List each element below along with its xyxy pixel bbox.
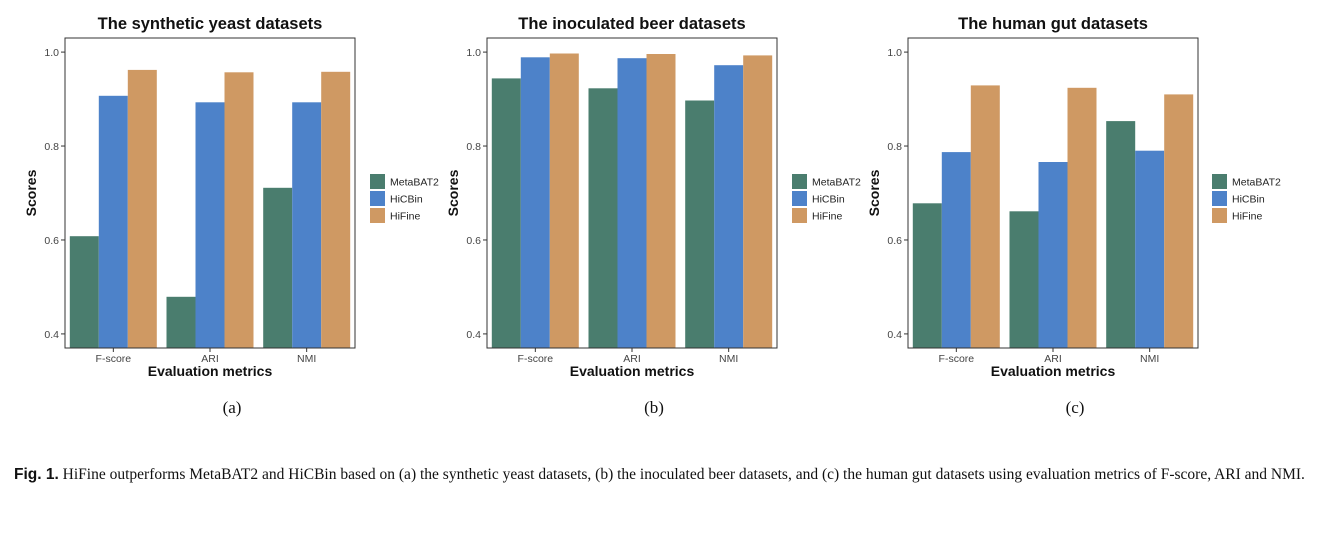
legend: MetaBAT2 HiCBin HiFine	[792, 174, 861, 223]
legend-swatch-hicbin	[792, 191, 807, 206]
bar-hicbin-nmi	[292, 102, 322, 348]
caption-label: Fig. 1.	[14, 466, 59, 483]
y-axis-label: Scores	[445, 169, 461, 216]
legend-swatch-hifine	[792, 208, 807, 223]
bar-metabat2-ari	[166, 296, 196, 348]
bar-hicbin-f-score	[98, 95, 128, 348]
legend-label-hicbin: HiCBin	[812, 194, 845, 206]
caption-text: HiFine outperforms MetaBAT2 and HiCBin b…	[58, 466, 1305, 483]
legend: MetaBAT2 HiCBin HiFine	[370, 174, 439, 223]
chart-title: The human gut datasets	[958, 15, 1148, 33]
legend-swatch-hifine	[370, 208, 385, 223]
bar-hifine-f-score	[127, 69, 157, 349]
legend-label-metabat2: MetaBAT2	[1232, 177, 1281, 189]
legend-swatch-hicbin	[1212, 191, 1227, 206]
bar-hifine-f-score	[549, 53, 579, 348]
bar-hicbin-f-score	[941, 152, 971, 348]
bar-metabat2-nmi	[1106, 121, 1136, 348]
y-tick-label: 0.6	[466, 235, 481, 247]
y-tick-label: 0.4	[887, 329, 902, 341]
x-axis-label: Evaluation metrics	[148, 363, 273, 379]
bar-metabat2-f-score	[69, 236, 99, 348]
legend-swatch-hifine	[1212, 208, 1227, 223]
legend-label-metabat2: MetaBAT2	[390, 177, 439, 189]
panel-label: (b)	[644, 398, 664, 417]
legend-swatch-hicbin	[370, 191, 385, 206]
legend-label-metabat2: MetaBAT2	[812, 177, 861, 189]
legend-label-hicbin: HiCBin	[390, 194, 423, 206]
x-tick-label: NMI	[719, 353, 738, 365]
panel-label: (a)	[223, 398, 242, 417]
y-tick-label: 1.0	[466, 47, 481, 59]
panel-label: (c)	[1066, 398, 1085, 417]
bar-metabat2-ari	[588, 88, 618, 349]
y-tick-label: 1.0	[887, 47, 902, 59]
legend-swatch-metabat2	[370, 174, 385, 189]
legend-label-hifine: HiFine	[1232, 211, 1263, 223]
bar-hifine-ari	[224, 72, 254, 349]
bar-metabat2-nmi	[263, 187, 293, 348]
bar-hifine-ari	[646, 54, 676, 348]
y-tick-label: 0.8	[466, 141, 481, 153]
legend-swatch-metabat2	[792, 174, 807, 189]
bar-hicbin-nmi	[1135, 150, 1165, 348]
bar-metabat2-ari	[1009, 211, 1039, 348]
bar-metabat2-nmi	[685, 100, 715, 348]
bar-hifine-ari	[1067, 87, 1097, 349]
legend-swatch-metabat2	[1212, 174, 1227, 189]
y-axis-label: Scores	[866, 169, 882, 216]
chart-title: The inoculated beer datasets	[518, 15, 745, 33]
x-tick-label: F-score	[939, 353, 975, 365]
bar-hicbin-nmi	[714, 65, 744, 348]
x-axis-label: Evaluation metrics	[570, 363, 695, 379]
x-axis-label: Evaluation metrics	[991, 363, 1116, 379]
x-tick-label: NMI	[1140, 353, 1159, 365]
legend-label-hifine: HiFine	[812, 211, 843, 223]
bar-hifine-nmi	[1164, 94, 1194, 349]
figure-charts: The synthetic yeast datasets 0.4 0.6 0.8 1.0…	[23, 15, 1281, 417]
chart-panel-3: The human gut datasets 0.4 0.6 0.8 1.0 F-scor…	[866, 15, 1281, 417]
bar-hicbin-ari	[617, 58, 647, 348]
bar-metabat2-f-score	[491, 78, 521, 349]
bar-metabat2-f-score	[912, 203, 942, 348]
x-tick-label: NMI	[297, 353, 316, 365]
x-tick-label: ARI	[623, 353, 641, 365]
bar-hicbin-ari	[195, 102, 225, 348]
x-tick-label: ARI	[1044, 353, 1062, 365]
chart-panel-2: The inoculated beer datasets 0.4 0.6 0.8 1.0…	[445, 15, 861, 417]
bar-hifine-f-score	[970, 85, 1000, 349]
bar-hicbin-f-score	[520, 57, 550, 349]
x-tick-label: F-score	[518, 353, 554, 365]
y-tick-label: 1.0	[44, 47, 59, 59]
chart-title: The synthetic yeast datasets	[98, 15, 323, 33]
legend-label-hicbin: HiCBin	[1232, 194, 1265, 206]
bar-hicbin-ari	[1038, 162, 1068, 348]
y-axis-label: Scores	[23, 169, 39, 216]
x-tick-label: F-score	[96, 353, 132, 365]
y-tick-label: 0.8	[887, 141, 902, 153]
y-tick-label: 0.6	[887, 235, 902, 247]
y-tick-label: 0.4	[44, 329, 59, 341]
chart-panel-1: The synthetic yeast datasets 0.4 0.6 0.8 1.0…	[23, 15, 439, 417]
bar-hifine-nmi	[743, 55, 773, 349]
figure-caption: Fig. 1. HiFine outperforms MetaBAT2 and …	[14, 463, 1314, 486]
bar-hifine-nmi	[321, 71, 351, 349]
y-tick-label: 0.4	[466, 329, 481, 341]
x-tick-label: ARI	[201, 353, 219, 365]
legend: MetaBAT2 HiCBin HiFine	[1212, 174, 1281, 223]
y-tick-label: 0.6	[44, 235, 59, 247]
legend-label-hifine: HiFine	[390, 211, 421, 223]
y-tick-label: 0.8	[44, 141, 59, 153]
